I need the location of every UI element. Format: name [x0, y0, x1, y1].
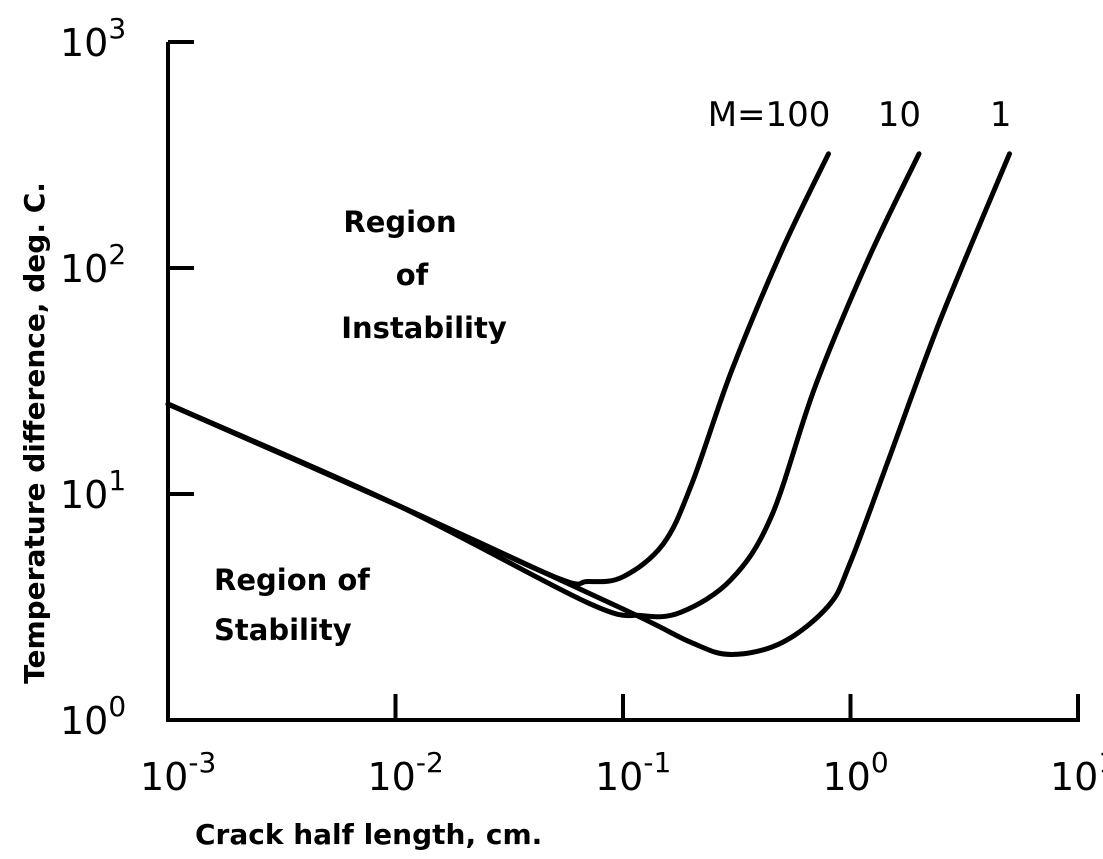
- series-label-1: M=100: [708, 95, 831, 135]
- y-tick-label: 100: [60, 690, 126, 743]
- x-tick-label: 100: [823, 746, 889, 799]
- x-tick-label: 101: [1050, 746, 1103, 799]
- x-axis-label: Crack half length, cm.: [195, 818, 542, 851]
- series-label-2: 10: [878, 95, 921, 135]
- x-tick-label: 10-3: [140, 746, 216, 799]
- series-label-3: 1: [990, 95, 1012, 135]
- series-curve-3: [165, 151, 1012, 657]
- y-ticks: 100 101 102 103: [60, 12, 194, 743]
- stability-label-line2: Stability: [214, 613, 352, 647]
- y-tick-label: 103: [60, 12, 126, 65]
- stability-label-line1: Region of: [214, 563, 370, 597]
- y-axis-label: Temperature difference, deg. C.: [18, 182, 51, 684]
- instability-label-line1: Region: [343, 205, 456, 239]
- y-tick-label: 102: [60, 238, 126, 291]
- x-tick-label: 10-2: [368, 746, 444, 799]
- x-tick-label: 10-1: [595, 746, 671, 799]
- curves: [165, 151, 1012, 657]
- x-ticks: 10-3 10-2 10-1 100 101: [140, 694, 1103, 799]
- series-curve-2: [165, 151, 922, 620]
- y-tick-label: 101: [60, 464, 126, 517]
- annotations: Region of Instability Region of Stabilit…: [214, 205, 507, 647]
- instability-label-line3: Instability: [341, 311, 507, 345]
- instability-label-line2: of: [396, 258, 429, 292]
- series-labels: M=100 10 1: [708, 95, 1012, 135]
- series-curve-1: [165, 151, 831, 587]
